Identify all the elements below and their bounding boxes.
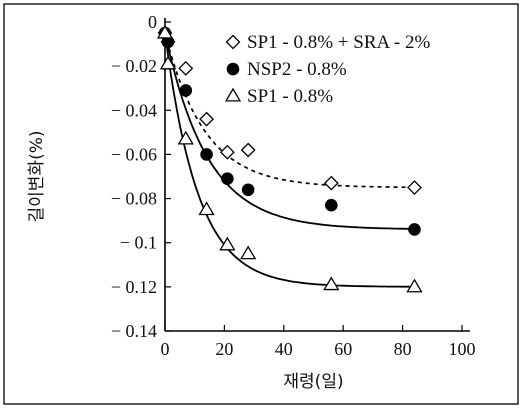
y-tick-label: 0 (148, 12, 157, 32)
outer-frame (3, 3, 519, 405)
data-point-series-3 (323, 276, 340, 291)
y-axis-title: 길이변화(%) (27, 131, 47, 223)
data-point-series-2 (221, 172, 234, 186)
y-tick-label: − 0.04 (111, 100, 157, 120)
y-tick-label: − 0.14 (111, 321, 157, 341)
data-point-series-1 (240, 142, 256, 158)
data-point-series-3 (198, 201, 215, 216)
fit-curve-series-1 (164, 32, 415, 189)
x-tick-label: 20 (215, 339, 233, 359)
data-point-series-2 (241, 183, 255, 197)
x-tick-label: 100 (449, 339, 476, 359)
y-tick-label: − 0.1 (120, 233, 157, 253)
y-tick-label: − 0.12 (111, 277, 157, 297)
legend-label-series-2: NSP2 - 0.8% (247, 59, 347, 80)
data-point-series-2 (325, 198, 338, 212)
data-point-series-3 (159, 55, 177, 70)
data-point-series-2 (179, 84, 193, 97)
legend: SP1 - 0.8% + SRA - 2% NSP2 - 0.8% SP1 - 0.… (224, 32, 430, 107)
plot-area: 0 − 0.02 − 0.04 − 0.06 − 0.08 − 0.1 − 0.12 − 0.… (27, 12, 476, 392)
x-tick-label: 80 (394, 339, 412, 359)
data-point-series-1 (199, 111, 214, 127)
data-point-series-2 (200, 148, 213, 161)
data-point-series-2 (408, 223, 421, 236)
x-tick-label: 60 (334, 339, 352, 359)
data-point-series-1 (323, 175, 339, 191)
y-tick-label: − 0.06 (111, 144, 157, 164)
x-axis-title: 재령(일) (283, 372, 343, 392)
data-point-series-1 (407, 180, 422, 195)
data-point-series-3 (240, 245, 257, 260)
data-point-series-3 (219, 236, 236, 251)
legend-label-series-1: SP1 - 0.8% + SRA - 2% (247, 32, 430, 53)
y-tick-label: − 0.08 (111, 189, 157, 209)
legend-label-series-3: SP1 - 0.8% (247, 86, 333, 107)
y-tick-label: − 0.02 (111, 56, 157, 76)
data-point-series-3 (406, 278, 423, 293)
data-point-series-3 (177, 130, 194, 145)
legend-marker-series-1 (225, 34, 241, 50)
x-tick-label: 40 (275, 339, 293, 359)
data-point-series-1 (178, 60, 194, 76)
data-point-series-3 (156, 24, 174, 39)
x-tick-label: 0 (161, 339, 170, 359)
legend-marker-series-3 (224, 87, 242, 102)
legend-marker-series-2 (226, 62, 240, 76)
data-point-series-1 (219, 144, 235, 160)
